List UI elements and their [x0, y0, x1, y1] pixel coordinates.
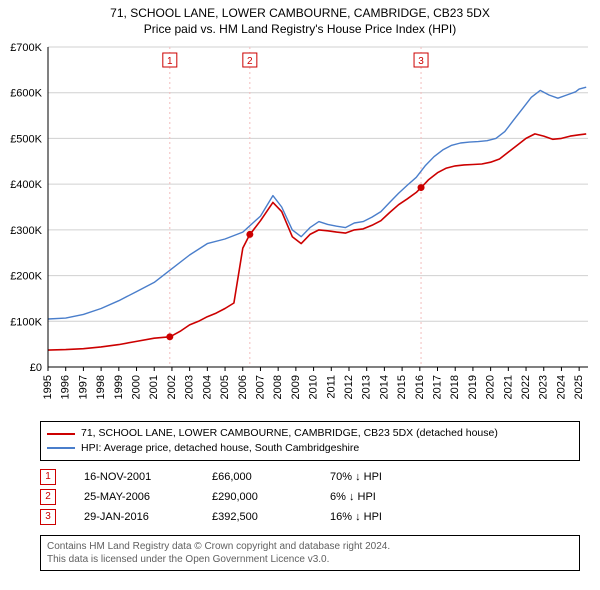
- svg-text:2003: 2003: [184, 375, 196, 399]
- svg-text:2009: 2009: [290, 375, 302, 399]
- event-row: 2 25-MAY-2006 £290,000 6% ↓ HPI: [40, 487, 580, 507]
- plot-area: £0 £100K £200K £300K £400K £500K £600K £700K 1 2 3…: [0, 37, 600, 417]
- footer-box: Contains HM Land Registry data © Crown c…: [40, 535, 580, 571]
- events-table: 1 16-NOV-2001 £66,000 70% ↓ HPI 2 25-MAY-2006…: [40, 467, 580, 527]
- svg-text:1998: 1998: [95, 375, 107, 399]
- svg-text:2012: 2012: [343, 375, 355, 399]
- event-price: £392,500: [212, 511, 302, 523]
- svg-text:2022: 2022: [520, 375, 532, 399]
- svg-text:2: 2: [247, 56, 253, 67]
- event-row: 3 29-JAN-2016 £392,500 16% ↓ HPI: [40, 507, 580, 527]
- event-marker: 1: [40, 469, 56, 485]
- svg-text:2001: 2001: [148, 375, 160, 399]
- svg-text:1996: 1996: [60, 375, 72, 399]
- event-row: 1 16-NOV-2001 £66,000 70% ↓ HPI: [40, 467, 580, 487]
- event-marker: 2: [40, 489, 56, 505]
- legend-label: 71, SCHOOL LANE, LOWER CAMBOURNE, CAMBRI…: [81, 426, 498, 441]
- svg-text:£0: £0: [30, 362, 42, 374]
- svg-text:1: 1: [167, 56, 173, 67]
- event-price: £66,000: [212, 471, 302, 483]
- svg-text:2006: 2006: [237, 375, 249, 399]
- svg-text:2018: 2018: [449, 375, 461, 399]
- chart-titles: 71, SCHOOL LANE, LOWER CAMBOURNE, CAMBRI…: [0, 0, 600, 37]
- event-diff: 16% ↓ HPI: [330, 511, 430, 523]
- svg-text:£400K: £400K: [10, 179, 42, 191]
- legend-box: 71, SCHOOL LANE, LOWER CAMBOURNE, CAMBRI…: [40, 421, 580, 460]
- svg-text:£100K: £100K: [10, 316, 42, 328]
- svg-text:2002: 2002: [166, 375, 178, 399]
- svg-text:2011: 2011: [325, 375, 337, 399]
- svg-text:2010: 2010: [308, 375, 320, 399]
- svg-text:2005: 2005: [219, 375, 231, 399]
- event-diff: 70% ↓ HPI: [330, 471, 430, 483]
- svg-text:£600K: £600K: [10, 88, 42, 100]
- svg-text:£200K: £200K: [10, 271, 42, 283]
- svg-text:2013: 2013: [361, 375, 373, 399]
- event-date: 16-NOV-2001: [84, 471, 184, 483]
- svg-text:2025: 2025: [573, 375, 585, 399]
- svg-text:£700K: £700K: [10, 42, 42, 54]
- title-line-1: 71, SCHOOL LANE, LOWER CAMBOURNE, CAMBRI…: [0, 6, 600, 22]
- svg-text:2015: 2015: [396, 375, 408, 399]
- svg-text:2004: 2004: [201, 375, 213, 399]
- event-marker: 3: [40, 509, 56, 525]
- event-price: £290,000: [212, 491, 302, 503]
- svg-text:2008: 2008: [272, 375, 284, 399]
- event-date: 25-MAY-2006: [84, 491, 184, 503]
- svg-text:2023: 2023: [538, 375, 550, 399]
- svg-text:2016: 2016: [414, 375, 426, 399]
- svg-text:£500K: £500K: [10, 134, 42, 146]
- svg-text:£300K: £300K: [10, 225, 42, 237]
- svg-text:1995: 1995: [42, 375, 54, 399]
- legend-label: HPI: Average price, detached house, Sout…: [81, 441, 359, 456]
- title-line-2: Price paid vs. HM Land Registry's House …: [0, 22, 600, 38]
- legend-row: 71, SCHOOL LANE, LOWER CAMBOURNE, CAMBRI…: [47, 426, 573, 441]
- event-date: 29-JAN-2016: [84, 511, 184, 523]
- legend-swatch: [47, 433, 75, 435]
- svg-text:2020: 2020: [485, 375, 497, 399]
- svg-text:2024: 2024: [555, 375, 567, 399]
- legend-row: HPI: Average price, detached house, Sout…: [47, 441, 573, 456]
- footer-line-2: This data is licensed under the Open Gov…: [47, 553, 573, 566]
- event-diff: 6% ↓ HPI: [330, 491, 430, 503]
- svg-text:1997: 1997: [77, 375, 89, 399]
- footer-line-1: Contains HM Land Registry data © Crown c…: [47, 540, 573, 553]
- svg-text:3: 3: [418, 56, 424, 67]
- svg-text:2019: 2019: [467, 375, 479, 399]
- svg-text:2021: 2021: [502, 375, 514, 399]
- legend-swatch: [47, 447, 75, 449]
- svg-text:2017: 2017: [432, 375, 444, 399]
- svg-text:1999: 1999: [113, 375, 125, 399]
- svg-text:2007: 2007: [254, 375, 266, 399]
- chart-svg: £0 £100K £200K £300K £400K £500K £600K £700K 1 2 3…: [0, 37, 600, 417]
- svg-text:2000: 2000: [131, 375, 143, 399]
- chart-container: 71, SCHOOL LANE, LOWER CAMBOURNE, CAMBRI…: [0, 0, 600, 571]
- svg-text:2014: 2014: [378, 375, 390, 399]
